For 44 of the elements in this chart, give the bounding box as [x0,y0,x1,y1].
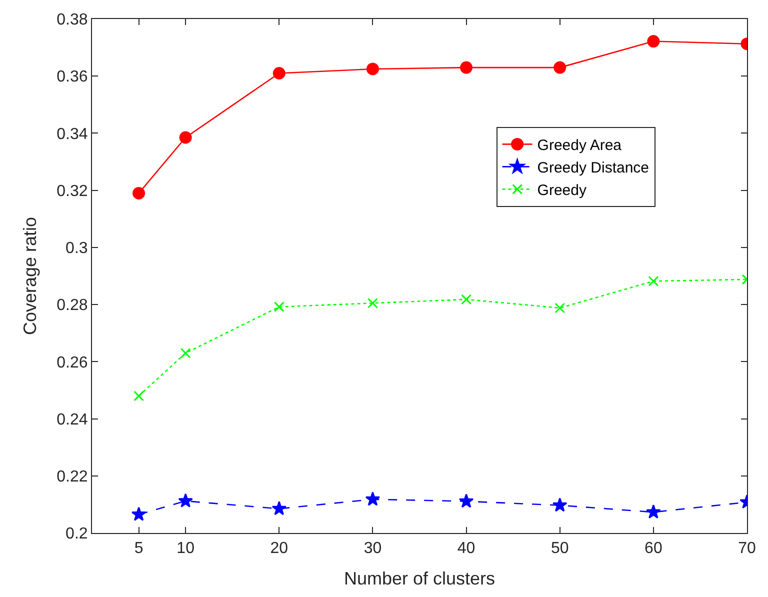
legend-label: Greedy Distance [537,160,650,177]
y-tick-label: 0.34 [56,126,88,143]
legend-label: Greedy Area [537,137,622,154]
point [648,276,659,286]
point [461,294,472,305]
point [131,506,146,521]
point [458,494,474,508]
point [132,186,146,200]
x-tick-label: 5 [134,540,144,558]
point [552,498,568,512]
point [178,493,193,508]
x-tick-label: 30 [364,540,382,558]
y-tick-label: 0.26 [56,354,88,372]
point [180,348,191,358]
y-tick-label: 0.32 [56,182,88,200]
point [179,131,192,144]
y-tick-label: 0.28 [56,297,88,314]
y-tick-label: 0.36 [56,68,88,86]
y-axis-title: Coverage ratio [20,216,40,336]
x-tick-label: 50 [550,540,569,558]
point [646,504,661,519]
x-tick-label: 60 [644,540,662,558]
point [366,62,379,76]
point [554,61,566,74]
point [647,35,660,48]
point [274,302,284,312]
x-tick-label: 70 [738,540,756,558]
point [367,298,378,308]
y-tick-label: 0.3 [66,240,88,258]
point [460,61,473,74]
point [134,390,144,402]
y-tick-label: 0.24 [56,411,88,428]
x-tick-label: 20 [270,540,288,558]
point [272,67,286,80]
point [554,302,566,314]
x-tick-label: 40 [457,540,476,558]
y-tick-label: 0.22 [56,468,88,486]
point [272,500,287,516]
x-axis-title: Number of clusters [344,568,496,588]
y-tick-label: 0.2 [66,526,88,543]
point [365,492,380,506]
y-tick-label: 0.38 [56,12,88,29]
x-tick-label: 10 [176,540,195,558]
legend-label: Greedy [537,182,587,200]
